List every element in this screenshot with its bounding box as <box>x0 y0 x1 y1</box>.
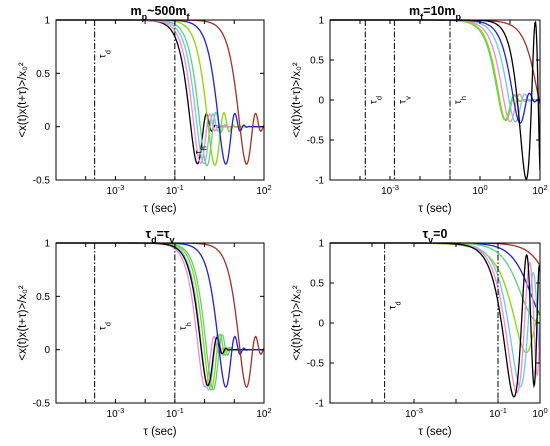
y-tick-label: 0 <box>44 345 50 356</box>
annotation-label-3: τh <box>453 96 468 104</box>
axes-frame <box>55 242 265 404</box>
chart-panel-1: τd τh 1 0.5 0 -0.5 10-3 10-1 102 mp~500mf τ (sec) <… <box>17 4 272 215</box>
annotation-label-1: τd <box>388 301 403 309</box>
y-tick-label: -0.5 <box>307 359 325 370</box>
y-tick-label: -0.5 <box>33 399 51 410</box>
series-line-3 <box>56 242 264 391</box>
series-line-6 <box>330 19 540 105</box>
annotation-label-2: τh <box>178 322 193 330</box>
x-axis-label: τ (sec) <box>143 426 176 438</box>
series-line-2 <box>56 19 264 167</box>
x-tick-label: 10-3 <box>107 183 125 198</box>
y-tick-label: 0.5 <box>36 69 50 80</box>
series-line-5 <box>56 242 264 387</box>
y-tick-label: 0 <box>318 96 324 107</box>
x-axis-label: τ (sec) <box>418 203 451 215</box>
annotation-label-1: τd <box>98 50 113 58</box>
annotation-label-1: τd <box>368 96 383 104</box>
series-line-5 <box>56 19 264 166</box>
y-tick-label: -0.5 <box>307 136 325 147</box>
x-tick-label: 10-3 <box>107 406 125 421</box>
series-line-6 <box>56 242 264 388</box>
axes-frame <box>55 19 265 181</box>
y-axis-label: <x(t)x(t+τ)>/x₀² <box>291 62 303 138</box>
y-tick-label: 0 <box>318 319 324 330</box>
chart-panel-2: τd τv τh 1 0.5 0 -0.5 -1 10-3 100 102 mf=10mp τ (sec… <box>291 4 548 215</box>
y-axis-label: <x(t)x(t+τ)>/x₀² <box>17 285 29 361</box>
y-tick-label: 1 <box>318 16 324 27</box>
chart-title: mf=10mp <box>409 4 461 22</box>
x-tick-label: 10-3 <box>381 183 399 198</box>
x-tick-label: 102 <box>532 183 547 198</box>
y-tick-label: 0.5 <box>310 56 324 67</box>
y-tick-label: -0.5 <box>33 176 51 187</box>
x-tick-label: 102 <box>256 406 271 421</box>
series-line-6 <box>56 19 264 165</box>
chart-panel-3: τd τh 1 0.5 0 -0.5 10-3 10-1 102 τd=τv τ (sec) <x(t… <box>17 227 272 438</box>
series-line-3 <box>56 19 264 165</box>
series-line-5 <box>330 242 540 388</box>
x-tick-label: 10-1 <box>166 406 184 421</box>
y-tick-label: 0 <box>44 122 50 133</box>
x-tick-label: 10-3 <box>405 406 423 421</box>
annotation-label-2: τv <box>397 96 412 104</box>
y-tick-label: 1 <box>318 239 324 250</box>
series-line-4 <box>330 242 540 354</box>
y-tick-label: 0.5 <box>36 292 50 303</box>
chart-title: τv=0 <box>423 227 448 245</box>
series-line-2 <box>330 242 540 316</box>
series-line-7 <box>56 19 264 165</box>
y-tick-label: 1 <box>44 239 50 250</box>
x-tick-label: 10-1 <box>166 183 184 198</box>
series-line-7 <box>56 242 264 388</box>
series-line-3 <box>330 242 540 324</box>
chart-title: mp~500mf <box>131 4 191 22</box>
annotation-label-1: τd <box>98 322 113 330</box>
x-tick-label: 100 <box>532 406 547 421</box>
annotation-label-2: τh <box>194 146 209 154</box>
series-line-4 <box>56 19 264 165</box>
series-line-1 <box>56 242 264 388</box>
x-tick-label: 102 <box>256 183 271 198</box>
y-tick-label: -1 <box>315 399 324 410</box>
x-tick-label: 100 <box>472 183 487 198</box>
y-axis-label: <x(t)x(t+τ)>/x₀² <box>17 62 29 138</box>
x-axis-label: τ (sec) <box>143 203 176 215</box>
y-tick-label: 0.5 <box>310 279 324 290</box>
y-tick-label: 1 <box>44 16 50 27</box>
chart-panel-4: τd 1 0.5 0 -0.5 -1 10-3 10-1 100 τv=0 τ (sec) <x(t)… <box>291 227 548 438</box>
series-line-5 <box>330 19 540 124</box>
series-line-4 <box>56 242 264 391</box>
x-tick-label: 10-1 <box>489 406 507 421</box>
x-axis-label: τ (sec) <box>418 426 451 438</box>
chart-title: τd=τv <box>146 227 175 245</box>
series-line-1 <box>56 19 264 165</box>
y-tick-label: -1 <box>315 176 324 187</box>
series-line-2 <box>56 242 264 391</box>
y-axis-label: <x(t)x(t+τ)>/x₀² <box>291 285 303 361</box>
